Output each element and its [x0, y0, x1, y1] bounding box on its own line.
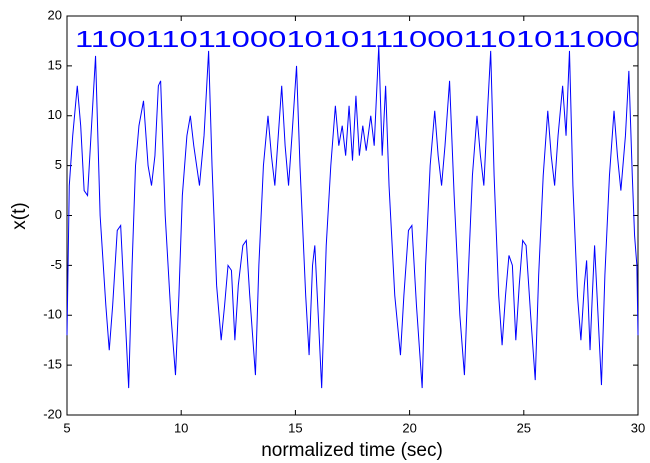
x-tick-label: 5: [63, 420, 70, 435]
y-tick-label: -10: [43, 307, 62, 322]
y-axis-title: x(t): [9, 202, 30, 229]
annotation: 1100110110001010111000110101100011: [75, 26, 650, 52]
plot-area: [66, 15, 639, 416]
y-tick-label: 15: [48, 57, 62, 72]
y-tick-label: -5: [50, 257, 62, 272]
x-tick-label: 25: [517, 420, 531, 435]
x-tick-label: 10: [174, 420, 188, 435]
y-tick-label: -20: [43, 406, 62, 421]
x-tick-label: 30: [631, 420, 645, 435]
y-tick-label: 20: [48, 7, 62, 22]
data-line: [66, 45, 639, 389]
x-axis-title: normalized time (sec): [261, 440, 443, 461]
x-tick-label: 15: [288, 420, 302, 435]
y-tick-label: 5: [55, 157, 62, 172]
y-tick-label: 0: [55, 207, 62, 222]
y-tick-label: 10: [48, 107, 62, 122]
y-tick-label: -15: [43, 357, 62, 372]
x-tick-label: 20: [402, 420, 416, 435]
